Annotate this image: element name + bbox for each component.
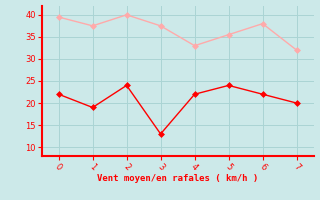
- X-axis label: Vent moyen/en rafales ( km/h ): Vent moyen/en rafales ( km/h ): [97, 174, 258, 183]
